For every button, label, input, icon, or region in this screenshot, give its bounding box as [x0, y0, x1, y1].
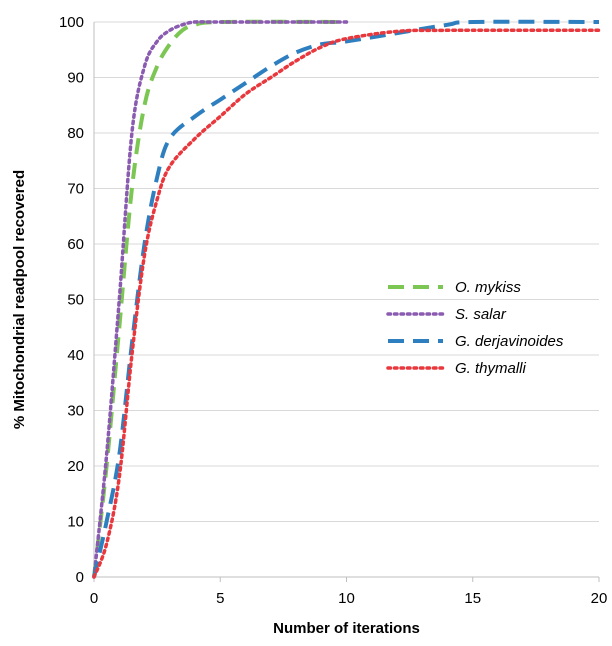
y-tick-label: 100 — [59, 14, 84, 31]
legend-label: G. thymalli — [455, 360, 527, 377]
y-tick-label: 60 — [67, 236, 84, 253]
gridlines — [94, 21, 599, 522]
series-line — [92, 20, 349, 579]
x-tick-label: 5 — [216, 590, 224, 607]
x-tick-label: 15 — [464, 590, 481, 607]
y-tick-label: 20 — [67, 458, 84, 475]
x-tick-label: 10 — [338, 590, 355, 607]
series-lines — [92, 19, 601, 579]
legend-label: S. salar — [455, 306, 507, 323]
y-tick-label: 40 — [67, 347, 84, 364]
y-tick-label: 0 — [76, 569, 84, 586]
y-tick-label: 50 — [67, 292, 84, 309]
legend-label: O. mykiss — [455, 279, 521, 296]
legend-label: G. derjavinoides — [455, 333, 564, 350]
series-line — [92, 28, 601, 579]
y-tick-label: 80 — [67, 125, 84, 142]
y-tick-label: 10 — [67, 514, 84, 531]
y-tick-label: 90 — [67, 70, 84, 87]
x-tick-label: 0 — [90, 590, 98, 607]
series-line — [92, 19, 347, 578]
x-axis-label: Number of iterations — [273, 620, 420, 637]
y-axis-label: % Mitochondrial readpool recovered — [11, 170, 28, 429]
x-tick-labels: 0 5 10 15 20 — [90, 590, 608, 607]
axes — [93, 22, 600, 582]
legend: O. mykiss S. salar G. derjavinoides G. thym… — [386, 279, 564, 377]
y-tick-label: 70 — [67, 181, 84, 198]
y-tick-labels: 0 10 20 30 40 50 60 70 80 90 100 — [59, 14, 84, 586]
x-tick-label: 20 — [591, 590, 608, 607]
y-tick-label: 30 — [67, 403, 84, 420]
